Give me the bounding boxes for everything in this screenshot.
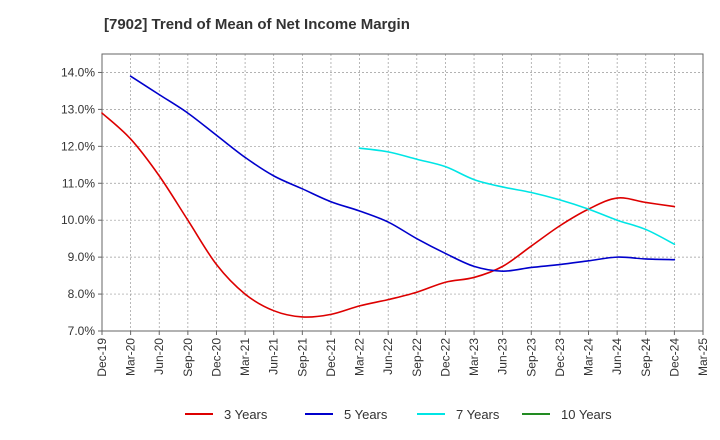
x-tick-label: Mar-24 (582, 338, 596, 376)
x-tick-label: Jun-20 (152, 338, 166, 375)
x-tick-label: Mar-25 (696, 338, 710, 376)
chart-title: [7902] Trend of Mean of Net Income Margi… (104, 16, 410, 33)
y-tick-label: 9.0% (68, 250, 96, 264)
legend: 3 Years 5 Years 7 Years 10 Years (185, 407, 612, 422)
x-tick-label: Jun-24 (610, 338, 624, 375)
series-group (101, 75, 676, 318)
x-tick-label: Sep-21 (295, 338, 309, 377)
legend-label-7-years: 7 Years (456, 407, 500, 422)
x-tick-label: Dec-21 (324, 338, 338, 377)
plot-area (102, 54, 703, 331)
x-tick-label: Mar-23 (467, 338, 481, 376)
y-tick-label: 13.0% (61, 102, 95, 116)
x-tick-label: Sep-24 (639, 338, 653, 377)
legend-label-3-years: 3 Years (224, 407, 268, 422)
series-line-3-years (101, 112, 676, 318)
y-tick-label: 7.0% (68, 324, 96, 338)
y-tick-label: 11.0% (62, 176, 95, 190)
grid (102, 54, 703, 331)
x-tick-label: Jun-23 (496, 338, 510, 375)
plot-frame (101, 53, 704, 332)
x-tick-label: Sep-22 (410, 338, 424, 377)
x-tick-label: Dec-24 (667, 338, 681, 377)
x-tick-label: Jun-21 (267, 338, 281, 375)
x-tick-label: Dec-20 (209, 338, 223, 377)
x-tick-label: Jun-22 (381, 338, 395, 375)
x-tick-label: Dec-22 (438, 338, 452, 377)
series-line-5-years (129, 75, 676, 272)
legend-label-10-years: 10 Years (561, 407, 612, 422)
x-tick-label: Dec-19 (95, 338, 109, 377)
x-tick-label: Mar-22 (353, 338, 367, 376)
legend-label-5-years: 5 Years (344, 407, 388, 422)
series-line-7-years (358, 147, 676, 246)
x-tick-label: Sep-23 (524, 338, 538, 377)
y-tick-label: 8.0% (68, 287, 96, 301)
x-tick-label: Dec-23 (553, 338, 567, 377)
y-tick-label: 10.0% (61, 213, 95, 227)
y-tick-label: 14.0% (61, 65, 95, 79)
x-tick-label: Mar-21 (238, 338, 252, 376)
y-axis: 7.0% 8.0% 9.0% 10.0% 11.0% 12.0% 13.0% 14.0% (61, 65, 102, 338)
x-axis: Dec-19 Mar-20 Jun-20 Sep-20 Dec-20 Mar-21 Jun-… (95, 331, 710, 377)
y-tick-label: 12.0% (61, 139, 95, 153)
x-tick-label: Mar-20 (124, 338, 138, 376)
x-tick-label: Sep-20 (181, 338, 195, 377)
